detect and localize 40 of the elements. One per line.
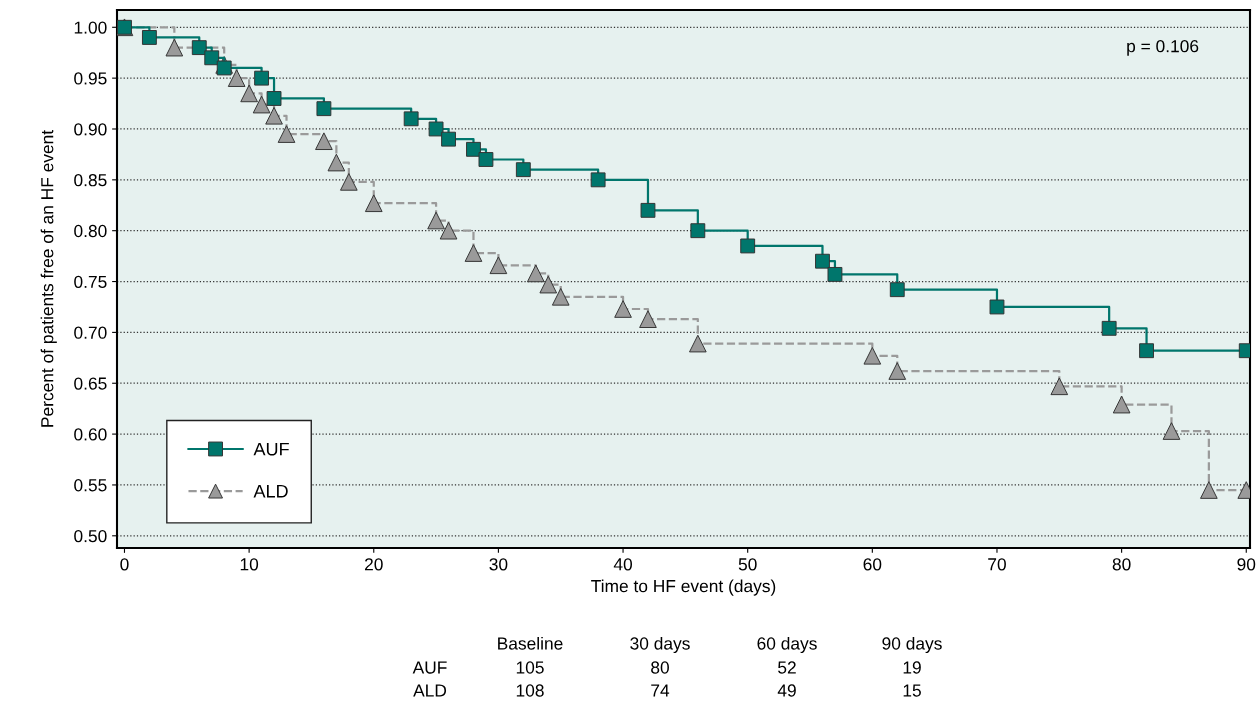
x-tick-label: 60 bbox=[863, 558, 882, 571]
text: ALD bbox=[413, 684, 447, 697]
text: 30 days bbox=[630, 636, 690, 654]
text: 60 days bbox=[757, 636, 817, 654]
y-tick-label: 0.90 bbox=[74, 123, 107, 136]
legend-label: AUF bbox=[253, 442, 289, 456]
y-tick-label: 0.85 bbox=[74, 174, 107, 187]
x-tick-label: 20 bbox=[364, 558, 383, 571]
legend-label: ALD bbox=[253, 485, 288, 498]
y-tick-label: 0.80 bbox=[74, 224, 107, 238]
y-axis-title: Percent of patients free of an HF event bbox=[40, 130, 57, 427]
x-tick-label: 80 bbox=[1112, 558, 1131, 571]
y-tick-label: 0.70 bbox=[74, 326, 107, 339]
x-tick-label: 90 bbox=[1237, 558, 1256, 571]
y-tick-label: 0.55 bbox=[74, 479, 107, 492]
x-tick-label: 30 bbox=[489, 558, 508, 571]
text: 19 bbox=[903, 661, 921, 674]
y-tick-label: 0.50 bbox=[74, 529, 107, 543]
annotation: p = 0.106 bbox=[1127, 40, 1199, 56]
text: AUF bbox=[412, 661, 447, 674]
text: 80 bbox=[651, 661, 669, 674]
y-tick-label: 0.65 bbox=[74, 377, 107, 390]
x-tick-label: 70 bbox=[988, 558, 1006, 571]
text: 105 bbox=[516, 661, 544, 674]
y-tick-label: 0.95 bbox=[74, 72, 107, 85]
text: 90 days bbox=[882, 636, 942, 654]
text: 74 bbox=[651, 684, 670, 697]
text: 49 bbox=[777, 684, 796, 697]
y-tick-label: 1.00 bbox=[74, 21, 107, 34]
text: 108 bbox=[516, 684, 544, 697]
x-tick-label: 40 bbox=[613, 558, 633, 571]
y-tick-label: 0.60 bbox=[74, 428, 107, 441]
x-axis-title: Time to HF event (days) bbox=[591, 579, 776, 596]
text: 15 bbox=[903, 684, 921, 697]
y-tick-label: 0.75 bbox=[74, 275, 107, 288]
x-tick-label: 10 bbox=[240, 558, 259, 571]
text: 52 bbox=[778, 661, 796, 674]
text: Baseline bbox=[498, 636, 563, 650]
x-tick-label: 50 bbox=[738, 558, 757, 571]
x-tick-label: 0 bbox=[120, 558, 129, 571]
